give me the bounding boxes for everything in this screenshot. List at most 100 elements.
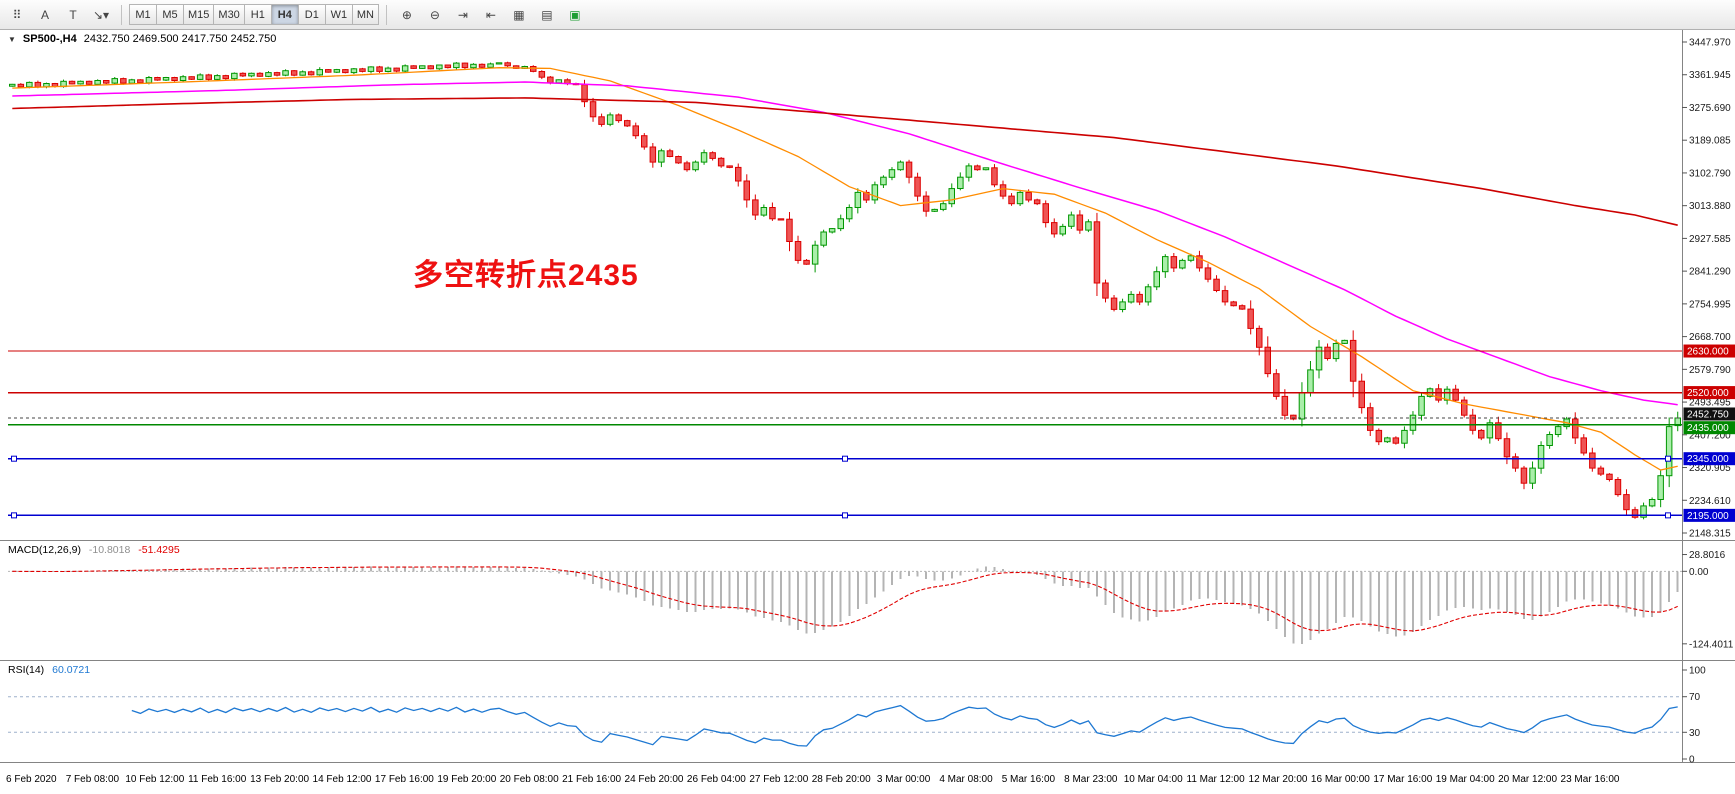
price-tick-label: 2668.700 [1689,332,1731,343]
candle-body [965,165,973,178]
tile-windows-icon[interactable]: ▦ [513,7,525,22]
candle-body [717,157,725,167]
macd-bar [489,567,492,572]
macd-bar [600,571,603,589]
drag-handle-icon[interactable]: ⠿ [12,7,22,22]
price-label-2520.000[interactable]: 2520.000 [1687,388,1729,399]
price-label-2630.000-box[interactable] [1683,344,1735,358]
trendline-handle[interactable] [842,512,848,519]
candle-body [265,72,272,77]
timeframe-m30-button[interactable]: M30 [213,4,244,25]
zoom-in-icon[interactable]: ⊕ [401,7,412,22]
timeframe-h4-button[interactable]: H4 [270,4,298,25]
price-label-2345.000[interactable]: 2345.000 [1687,454,1729,465]
full-screen-icon[interactable]: ▣ [569,7,581,22]
timeframe-m5-button[interactable]: M5 [156,4,183,25]
macd-signal-value: -51.4295 [138,544,180,556]
macd-bar [711,571,714,610]
trendline-handle[interactable] [11,455,17,462]
macd-bar [1019,571,1022,573]
macd-bar [754,571,757,617]
price-label-2345.000-box[interactable] [1683,452,1735,466]
macd-bar [1326,571,1329,629]
macd-bar [1634,571,1636,617]
macd-bar [1053,571,1056,584]
current-price-label[interactable]: 2452.750 [1687,409,1729,420]
rsi-tick-label: 70 [1689,692,1701,703]
trendline-handle[interactable] [1665,512,1671,519]
macd-bar [762,571,765,619]
candles-layer[interactable] [9,61,1681,520]
price-tick-label: 3275.690 [1689,103,1731,114]
candle-body [1512,456,1519,469]
annotation-text[interactable]: 多空转折点2435 [413,259,639,292]
candle-body [1537,445,1545,469]
candle-body [1102,282,1109,299]
price-tick-label: 2234.610 [1689,496,1731,507]
trendline-handle[interactable] [11,512,17,519]
time-label: 27 Feb 12:00 [749,774,808,785]
timeframe-mn-button[interactable]: MN [351,4,379,25]
one-click-trading-arrow-icon[interactable]: ▼ [8,34,16,44]
price-label-2195.000[interactable]: 2195.000 [1687,511,1729,522]
candle-body [1665,426,1673,477]
label-tool-icon[interactable]: T [69,7,77,22]
macd-bar [592,571,594,584]
price-label-2435.000-box[interactable] [1683,421,1735,435]
trendline-handle[interactable] [1665,455,1671,462]
candle-body [316,69,323,76]
candle-body [1349,339,1357,382]
macd-bar [1087,571,1090,589]
time-label: 23 Mar 16:00 [1561,774,1620,785]
auto-scroll-icon[interactable]: ⇥ [457,7,468,22]
price-label-2195.000-box[interactable] [1683,508,1735,522]
candle-body [1273,373,1280,397]
price-label-2435.000[interactable]: 2435.000 [1687,423,1729,434]
candle-body [948,188,955,205]
time-axis[interactable] [0,763,1735,794]
macd-bar [873,571,876,598]
macd-bar [455,566,458,572]
candle-body [1179,259,1186,269]
candle-body [1461,399,1468,416]
text-tool-icon[interactable]: A [40,7,49,22]
candle-body [231,72,238,80]
macd-bar [1215,571,1218,600]
macd-bar [1676,571,1679,592]
macd-tick-label: -124.4011 [1689,639,1734,650]
current-price-label-box[interactable] [1683,407,1735,421]
ma-slow-line [12,97,1678,226]
chart-canvas[interactable]: 3447.970 3361.945 3275.690 3189.085 3102.790… [0,30,1735,794]
macd-bar [728,571,731,609]
macd-bar [916,571,919,577]
macd-bar [839,571,842,622]
candle-body [530,66,537,72]
candle-body [1443,388,1451,401]
price-label-2520.000-box[interactable] [1683,386,1735,400]
macd-bar [993,566,996,572]
macd-bar [335,567,338,572]
candle-body [68,80,76,85]
timeframe-d1-button[interactable]: D1 [297,4,325,25]
timeframe-w1-button[interactable]: W1 [324,4,352,25]
macd-bar [1138,571,1141,622]
chart-shift-icon[interactable]: ⇤ [485,7,496,22]
candle-body [1554,426,1562,436]
timeframe-m15-button[interactable]: M15 [183,4,214,25]
new-chart-icon[interactable]: ▤ [541,7,553,22]
timeframe-m1-button[interactable]: M1 [129,4,156,25]
zoom-out-icon[interactable]: ⊖ [429,7,440,22]
price-label-2630.000[interactable]: 2630.000 [1687,347,1729,358]
macd-bar [814,571,817,634]
trendline-handle[interactable] [842,455,848,462]
shapes-dropdown-icon[interactable]: ↘▾ [92,7,110,22]
candle-body [111,78,118,84]
macd-bar [1155,571,1158,618]
macd-bar [1181,571,1184,605]
candle-body [1076,214,1084,231]
candle-body [179,76,187,82]
timeframe-h1-button[interactable]: H1 [243,4,271,25]
macd-bar [1232,571,1235,604]
macd-bar [1189,571,1192,601]
macd-bar [1394,571,1397,637]
